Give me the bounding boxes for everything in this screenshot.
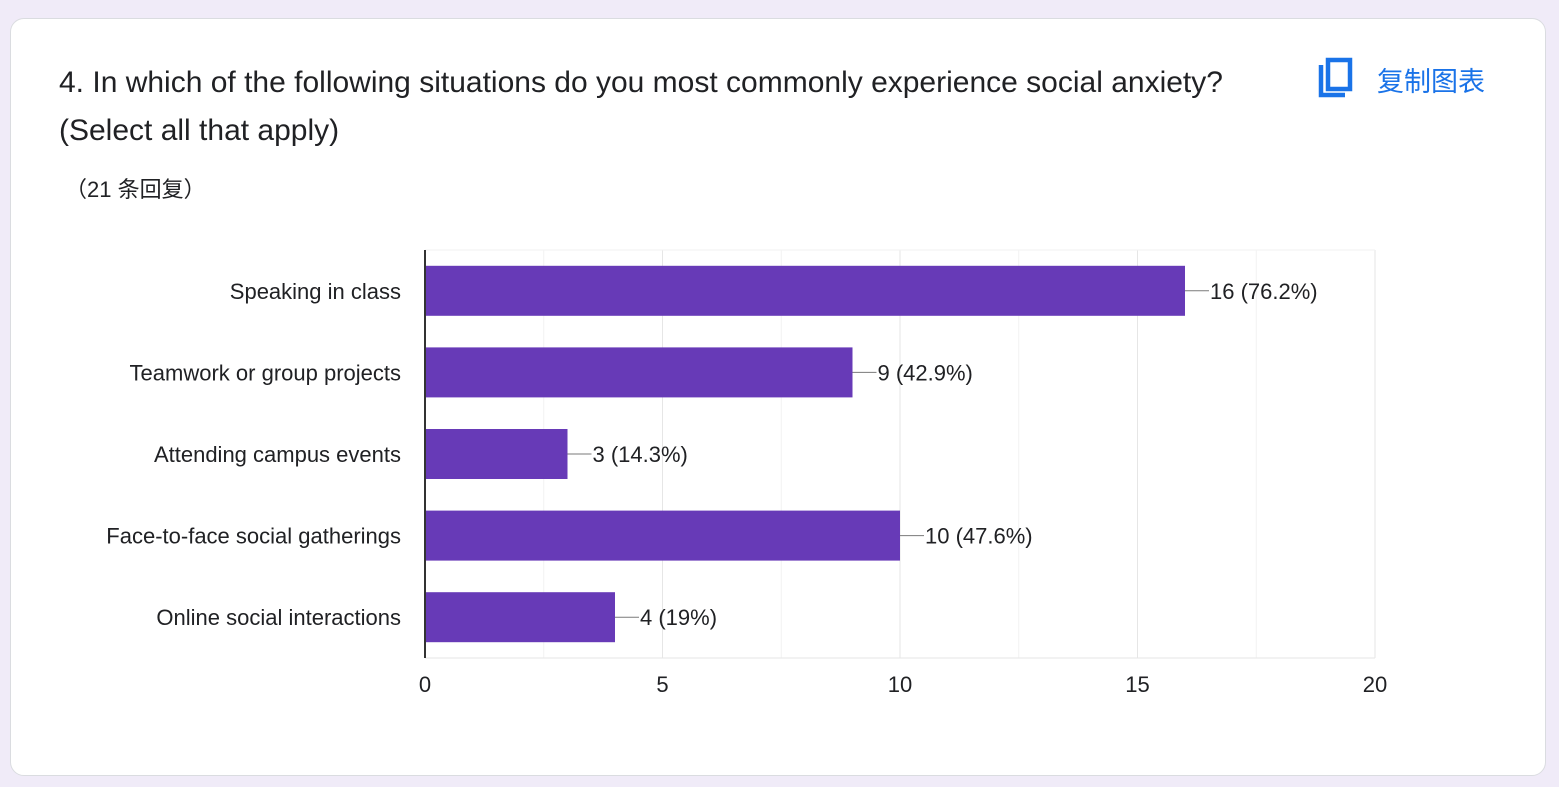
copy-chart-label: 复制图表 <box>1377 66 1485 97</box>
category-label: Attending campus events <box>154 442 401 467</box>
response-count: （21 条回复） <box>65 177 206 202</box>
category-label: Online social interactions <box>156 605 401 630</box>
bar <box>425 592 615 643</box>
x-tick-label: 0 <box>419 672 431 697</box>
bar <box>425 510 900 561</box>
category-label: Teamwork or group projects <box>130 360 401 385</box>
data-label: 3 (14.3%) <box>593 442 688 467</box>
bar <box>425 347 853 398</box>
category-label: Speaking in class <box>230 279 401 304</box>
x-tick-label: 5 <box>656 672 668 697</box>
bar <box>425 265 1185 316</box>
copy-chart-button[interactable]: 复制图表 <box>1315 57 1485 101</box>
data-label: 16 (76.2%) <box>1210 279 1318 304</box>
bar <box>425 429 568 479</box>
x-tick-label: 15 <box>1125 672 1149 697</box>
x-tick-label: 10 <box>888 672 912 697</box>
category-label: Face-to-face social gatherings <box>106 524 401 549</box>
question-card: 4. In which of the following situations … <box>10 18 1546 776</box>
chart-labels: 16 (76.2%) Speaking in class 9 (42.9%) Team… <box>106 250 1387 697</box>
data-label: 10 (47.6%) <box>925 524 1033 549</box>
data-label: 4 (19%) <box>640 605 717 630</box>
x-tick-label: 20 <box>1363 672 1387 697</box>
chart-bars <box>425 265 1209 643</box>
copy-icon <box>1318 57 1353 98</box>
question-title: 4. In which of the following situations … <box>59 66 1223 147</box>
data-label: 9 (42.9%) <box>878 360 973 385</box>
